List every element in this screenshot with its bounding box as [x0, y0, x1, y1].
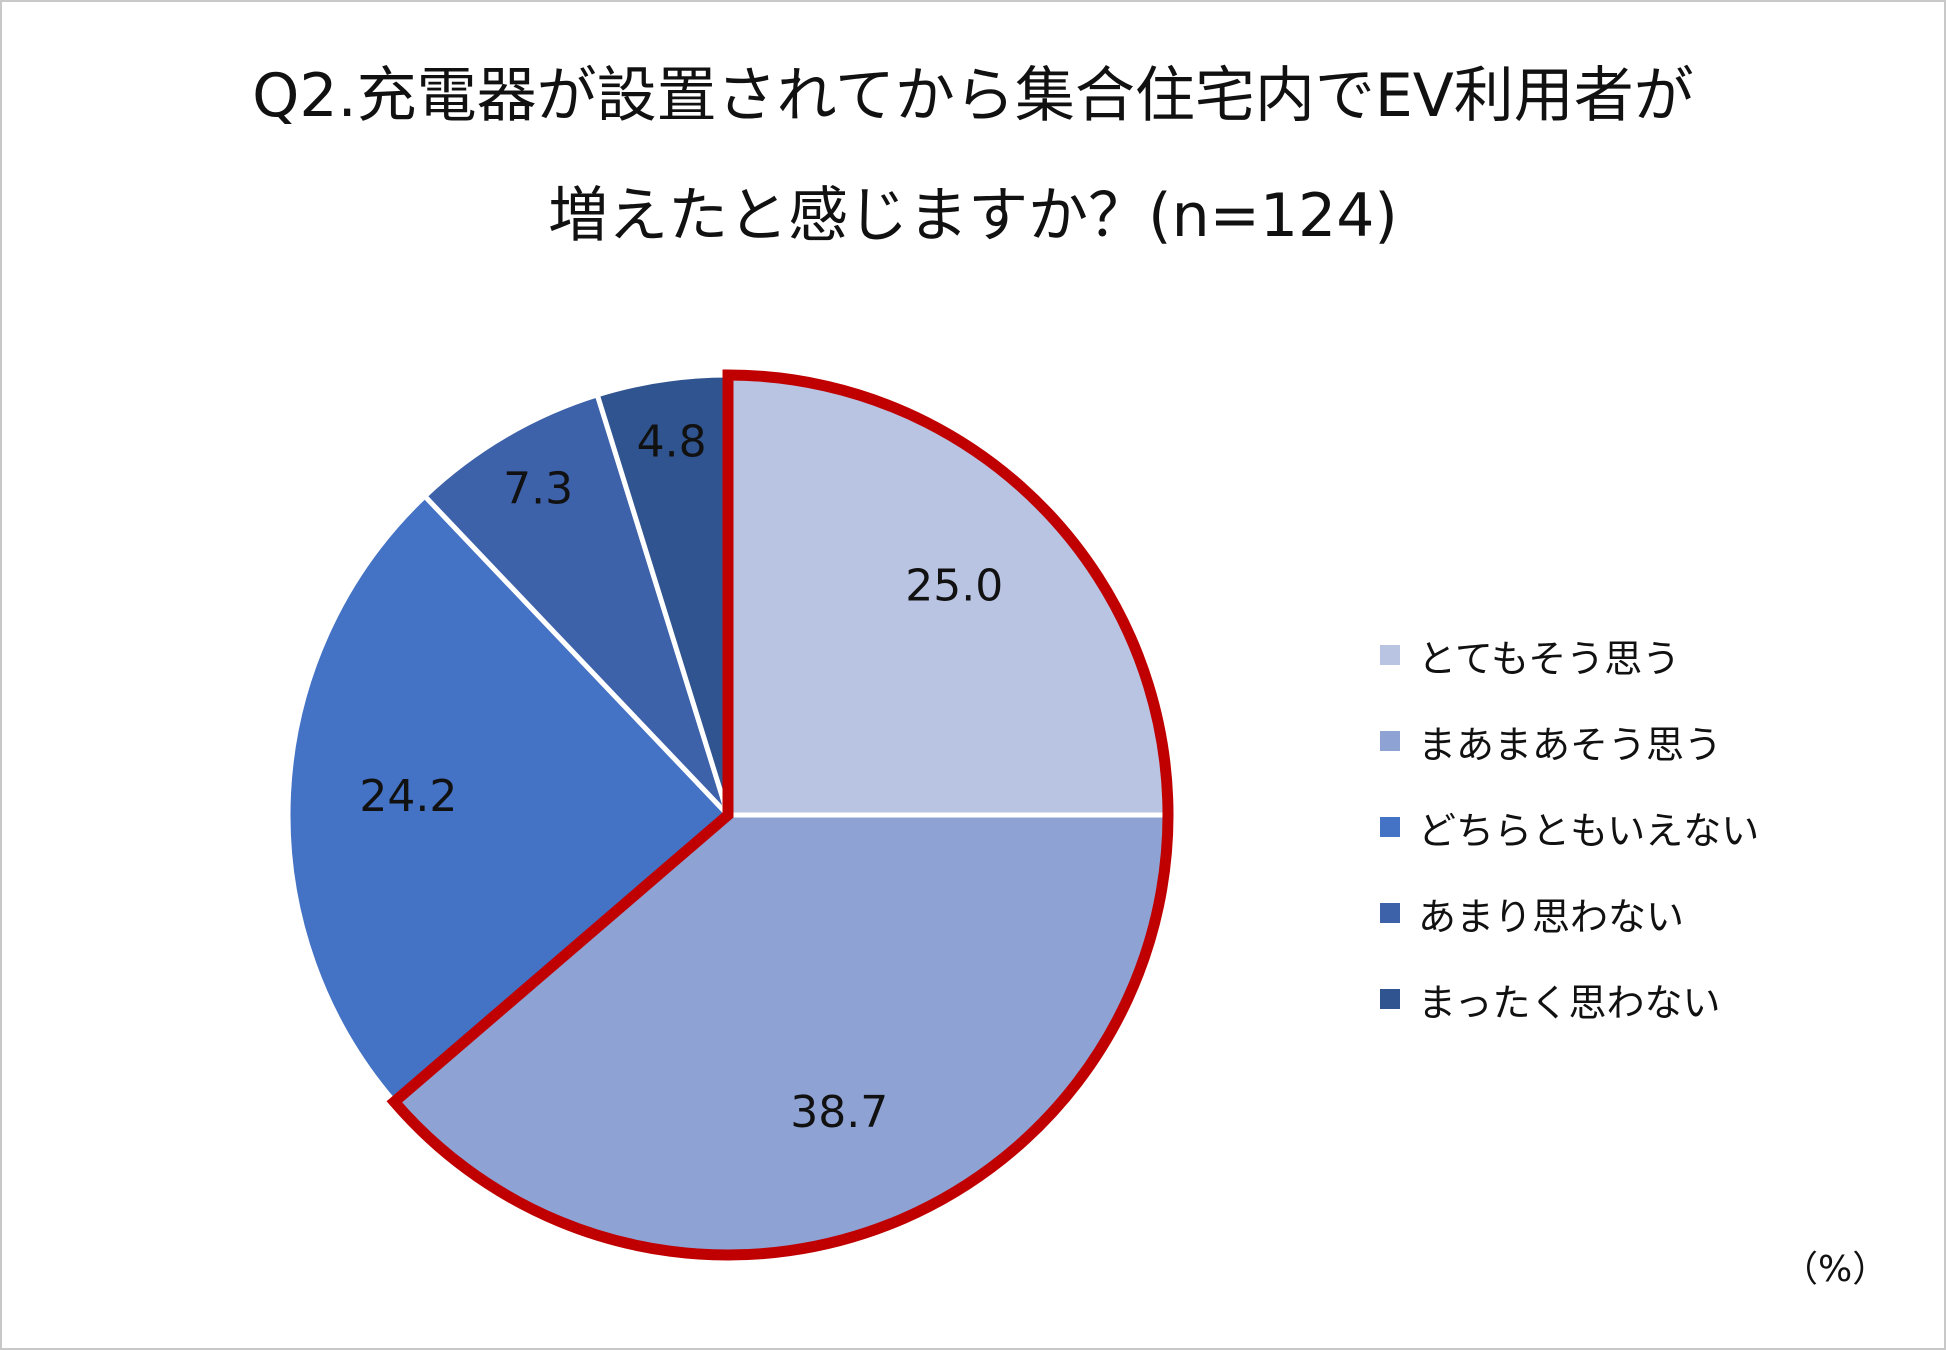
pie-slice-not-much: [422, 392, 731, 818]
pie-slice-neutral: [285, 493, 731, 1105]
legend-swatch: [1380, 731, 1400, 751]
chart-title-line-2: 増えたと感じますか？(n=124): [548, 181, 1398, 251]
legend-item-not-at-all: まったく思わない: [1380, 956, 1759, 1042]
data-label-neutral: 24.2: [359, 771, 457, 822]
data-label-very-much: 25.0: [905, 561, 1003, 612]
legend-label: まあまあそう思う: [1418, 722, 1723, 767]
legend: とてもそう思う まあまあそう思う どちらともいえない あまり思わない まったく思…: [1380, 612, 1759, 1042]
data-label-somewhat: 38.7: [790, 1087, 888, 1138]
legend-item-somewhat: まあまあそう思う: [1380, 698, 1759, 784]
highlight-outline: [386, 369, 1174, 1261]
legend-item-very-much: とてもそう思う: [1380, 612, 1759, 698]
legend-item-neutral: どちらともいえない: [1380, 784, 1759, 870]
legend-label: とてもそう思う: [1418, 636, 1681, 681]
legend-swatch: [1380, 903, 1400, 923]
legend-label: あまり思わない: [1418, 894, 1685, 939]
legend-label: まったく思わない: [1418, 980, 1721, 1025]
data-label-not-much: 7.3: [503, 464, 573, 515]
legend-swatch: [1380, 989, 1400, 1009]
unit-label: （%）: [1782, 1249, 1889, 1290]
legend-label: どちらともいえない: [1418, 808, 1760, 853]
legend-swatch: [1380, 645, 1400, 665]
chart-title-line-1: Q2.充電器が設置されてから集合住宅内でEV利用者が: [252, 61, 1694, 131]
legend-item-not-much: あまり思わない: [1380, 870, 1759, 956]
legend-swatch: [1380, 817, 1400, 837]
data-label-not-at-all: 4.8: [637, 416, 707, 467]
